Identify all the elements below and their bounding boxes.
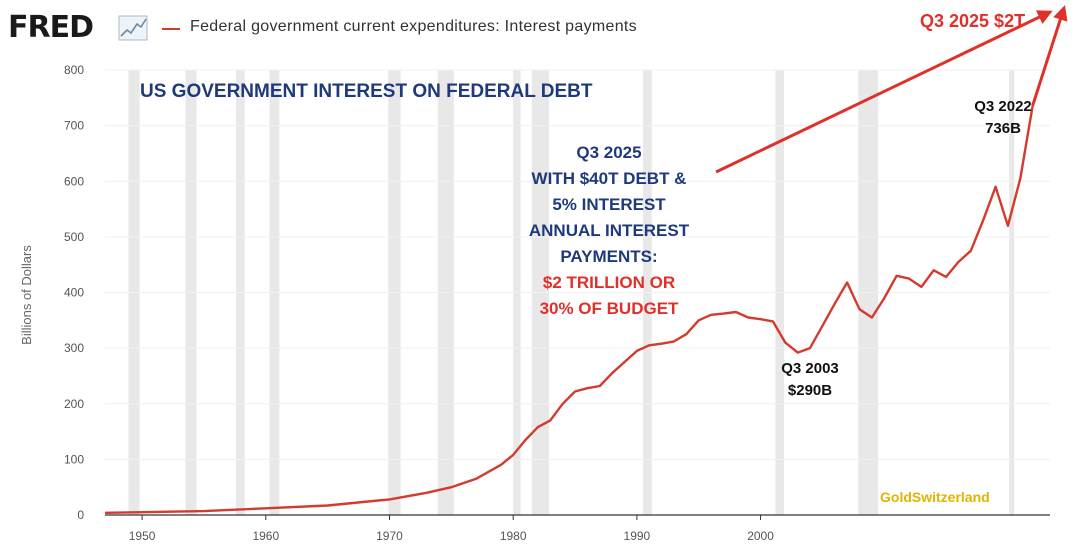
fred-logo[interactable]: FRED bbox=[8, 10, 94, 45]
x-tick-label-2000: 2000 bbox=[747, 529, 774, 543]
scenario-line-1: WITH $40T DEBT & bbox=[532, 169, 687, 188]
scenario-red-line-1: 30% OF BUDGET bbox=[540, 299, 679, 318]
legend-swatch bbox=[162, 28, 180, 30]
q3-2003-annotation: Q3 2003 $290B bbox=[781, 360, 839, 399]
scenario-line-2: 5% INTEREST bbox=[552, 195, 666, 214]
y-axis: 0 100 200 300 400 500 600 700 800 bbox=[64, 63, 84, 522]
legend-label: Federal government current expenditures:… bbox=[190, 18, 637, 35]
projection-arrow bbox=[1031, 5, 1068, 107]
y-tick-label-500: 500 bbox=[64, 230, 84, 244]
scenario-line-0: Q3 2025 bbox=[576, 143, 641, 162]
y-tick-label-100: 100 bbox=[64, 452, 84, 466]
x-tick-label-1990: 1990 bbox=[624, 529, 651, 543]
projection-label: Q3 2025 $2T bbox=[920, 11, 1025, 31]
q3-2022-label-line-0: Q3 2022 bbox=[974, 98, 1032, 115]
q3-2022-label-line-1: 736B bbox=[985, 120, 1021, 137]
y-tick-label-200: 200 bbox=[64, 397, 84, 411]
y-tick-label-600: 600 bbox=[64, 174, 84, 188]
q3-2003-label-line-1: $290B bbox=[788, 382, 832, 399]
chart-title: US GOVERNMENT INTEREST ON FEDERAL DEBT bbox=[140, 81, 593, 102]
series-line-interest-payments bbox=[104, 105, 1034, 514]
y-tick-label-400: 400 bbox=[64, 286, 84, 300]
x-tick-label-1980: 1980 bbox=[500, 529, 527, 543]
scenario-arrow bbox=[715, 10, 1053, 174]
line-chart-icon bbox=[118, 15, 148, 41]
scenario-line-4: PAYMENTS: bbox=[560, 247, 657, 266]
y-tick-label-800: 800 bbox=[64, 63, 84, 77]
q3-2022-annotation: Q3 2022 736B bbox=[974, 98, 1032, 137]
watermark: GoldSwitzerland bbox=[880, 489, 990, 505]
q3-2003-label-line-0: Q3 2003 bbox=[781, 360, 839, 377]
y-axis-label: Billions of Dollars bbox=[19, 245, 34, 345]
y-tick-label-700: 700 bbox=[64, 119, 84, 133]
x-tick-label-1970: 1970 bbox=[376, 529, 403, 543]
grid-lines bbox=[105, 69, 1050, 516]
y-tick-label-0: 0 bbox=[77, 508, 84, 522]
chart-header: FRED Federal government current expendit… bbox=[0, 0, 1080, 56]
y-tick-label-300: 300 bbox=[64, 341, 84, 355]
x-axis: 1950 1960 1970 1980 1990 2000 bbox=[129, 515, 774, 543]
scenario-annotation: Q3 2025 WITH $40T DEBT & 5% INTEREST ANNUAL… bbox=[529, 143, 690, 318]
x-tick-label-1960: 1960 bbox=[252, 529, 279, 543]
scenario-red-line-0: $2 TRILLION OR bbox=[543, 273, 675, 292]
x-tick-label-1950: 1950 bbox=[129, 529, 156, 543]
scenario-line-3: ANNUAL INTEREST bbox=[529, 221, 690, 240]
